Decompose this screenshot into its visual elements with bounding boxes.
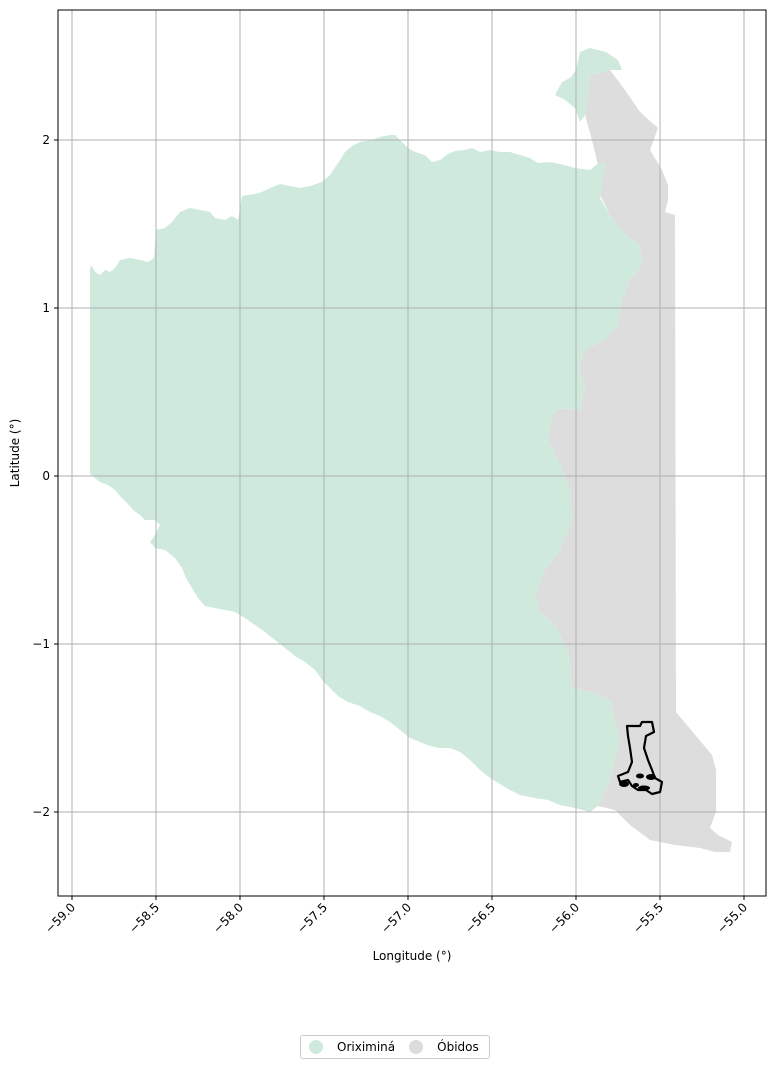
x-tick-label: −55.0 bbox=[714, 900, 750, 936]
highlight-islands bbox=[619, 773, 656, 791]
highlight-boundary bbox=[616, 720, 664, 796]
x-tick-label: −55.5 bbox=[630, 900, 666, 936]
region-obidos bbox=[535, 70, 732, 852]
legend-swatch-obidos bbox=[409, 1040, 424, 1054]
x-tick-label: −57.0 bbox=[378, 900, 414, 936]
x-tick-label: −58.5 bbox=[126, 900, 162, 936]
y-axis-label: Latitude (°) bbox=[8, 419, 22, 488]
x-axis-label: Longitude (°) bbox=[373, 949, 452, 963]
x-tick-label: −56.5 bbox=[462, 900, 498, 936]
grid-lines bbox=[58, 10, 766, 896]
x-tick-label: −57.5 bbox=[294, 900, 330, 936]
legend-item-obidos: Óbidos bbox=[409, 1040, 479, 1054]
x-axis-ticks: −59.0 −58.5 −58.0 −57.5 −57.0 −56.5 −56.0 −55.5… bbox=[42, 896, 750, 936]
legend-label-oriximina: Oriximiná bbox=[337, 1040, 396, 1054]
legend-item-oriximina: Oriximiná bbox=[309, 1040, 395, 1054]
legend-swatch-oriximina bbox=[309, 1040, 323, 1054]
y-tick-label: 2 bbox=[42, 133, 50, 147]
y-tick-label: −2 bbox=[32, 805, 50, 819]
legend: Oriximiná Óbidos bbox=[300, 1035, 490, 1059]
x-tick-label: −56.0 bbox=[546, 900, 582, 936]
y-tick-label: 0 bbox=[42, 469, 50, 483]
region-oriximina bbox=[90, 135, 642, 812]
legend-label-obidos: Óbidos bbox=[437, 1040, 479, 1054]
axes-frame bbox=[57, 9, 767, 897]
region-oriximina-north-lobe bbox=[555, 48, 622, 122]
y-tick-label: 1 bbox=[42, 301, 50, 315]
x-tick-label: −58.0 bbox=[210, 900, 246, 936]
y-axis-ticks: 2 1 0 −1 −2 bbox=[32, 133, 58, 819]
x-tick-label: −59.0 bbox=[42, 900, 78, 936]
y-tick-label: −1 bbox=[32, 637, 50, 651]
